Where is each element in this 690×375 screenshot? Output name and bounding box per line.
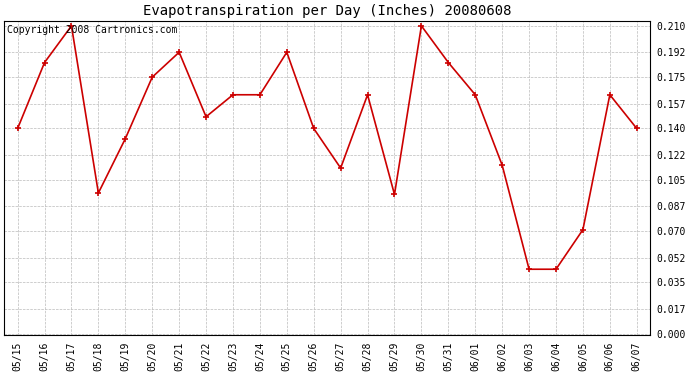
Title: Evapotranspiration per Day (Inches) 20080608: Evapotranspiration per Day (Inches) 2008… (143, 4, 511, 18)
Text: Copyright 2008 Cartronics.com: Copyright 2008 Cartronics.com (8, 26, 178, 36)
